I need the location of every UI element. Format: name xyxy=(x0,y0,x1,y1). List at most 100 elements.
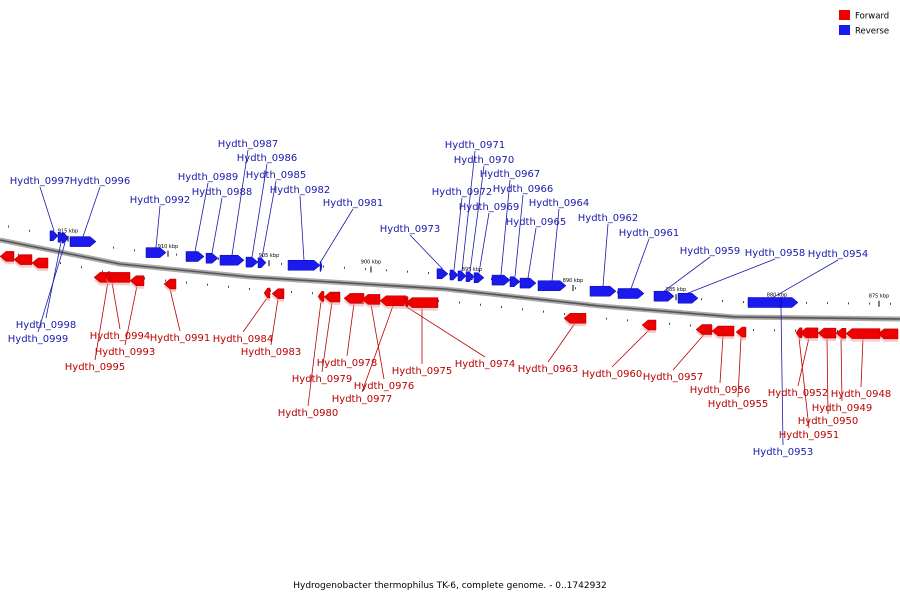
label-hydth-0988[interactable]: Hydth_0988 xyxy=(192,187,253,198)
gene-hydth-0953[interactable] xyxy=(779,297,783,308)
gene-hydth-0970[interactable] xyxy=(465,271,475,282)
label-hydth-0974[interactable]: Hydth_0974 xyxy=(455,359,516,370)
label-hydth-0963[interactable]: Hydth_0963 xyxy=(518,364,579,375)
gene-hydth-0962[interactable] xyxy=(589,285,617,297)
label-hydth-0980[interactable]: Hydth_0980 xyxy=(278,408,339,419)
label-hydth-0976[interactable]: Hydth_0976 xyxy=(354,381,415,392)
label-hydth-0956[interactable]: Hydth_0956 xyxy=(690,385,751,396)
gene-feature[interactable] xyxy=(13,254,33,265)
gene-hydth-0987[interactable] xyxy=(219,254,245,266)
label-hydth-0979[interactable]: Hydth_0979 xyxy=(292,374,353,385)
gene-hydth-0971[interactable] xyxy=(457,270,467,282)
label-hydth-0978[interactable]: Hydth_0978 xyxy=(317,358,378,369)
label-hydth-0964[interactable]: Hydth_0964 xyxy=(529,198,590,209)
gene-hydth-0956[interactable] xyxy=(711,325,735,337)
label-hydth-0991[interactable]: Hydth_0991 xyxy=(150,333,211,344)
label-hydth-0981[interactable]: Hydth_0981 xyxy=(323,198,384,209)
label-hydth-0998[interactable]: Hydth_0998 xyxy=(16,320,77,331)
label-hydth-0984[interactable]: Hydth_0984 xyxy=(213,334,274,345)
gene-hydth-0966[interactable] xyxy=(509,276,521,287)
label-hydth-0989[interactable]: Hydth_0989 xyxy=(178,172,239,183)
gene-hydth-0978[interactable] xyxy=(343,293,365,304)
gene-hydth-0977[interactable] xyxy=(379,295,407,307)
label-hydth-0948[interactable]: Hydth_0948 xyxy=(831,389,892,400)
label-hydth-0966[interactable]: Hydth_0966 xyxy=(493,184,554,195)
label-hydth-0959[interactable]: Hydth_0959 xyxy=(680,246,741,257)
label-hydth-0955[interactable]: Hydth_0955 xyxy=(708,399,769,410)
label-hydth-0972[interactable]: Hydth_0972 xyxy=(432,187,493,198)
gene-hydth-0984[interactable] xyxy=(263,287,271,299)
gene-hydth-0974[interactable] xyxy=(403,296,409,307)
label-hydth-0958[interactable]: Hydth_0958 xyxy=(745,248,806,259)
label-hydth-0970[interactable]: Hydth_0970 xyxy=(454,155,515,166)
label-hydth-0983[interactable]: Hydth_0983 xyxy=(241,347,302,358)
label-hydth-0987[interactable]: Hydth_0987 xyxy=(218,139,279,150)
label-hydth-0997[interactable]: Hydth_0997 xyxy=(10,176,71,187)
label-hydth-0985[interactable]: Hydth_0985 xyxy=(246,170,307,181)
label-hydth-0993[interactable]: Hydth_0993 xyxy=(95,347,156,358)
gene-hydth-0991[interactable] xyxy=(163,278,177,290)
label-hydth-0973[interactable]: Hydth_0973 xyxy=(380,224,441,235)
gene-hydth-0969[interactable] xyxy=(473,272,485,283)
label-hydth-0971[interactable]: Hydth_0971 xyxy=(445,140,506,151)
gene-hydth-0988[interactable] xyxy=(205,252,219,264)
gene-hydth-0999[interactable] xyxy=(61,232,69,244)
gene-hydth-0972[interactable] xyxy=(449,269,459,281)
gene-hydth-0997[interactable] xyxy=(49,230,59,242)
label-hydth-0999[interactable]: Hydth_0999 xyxy=(8,334,69,345)
gene-hydth-0957[interactable] xyxy=(695,324,713,335)
label-hydth-0957[interactable]: Hydth_0957 xyxy=(643,372,704,383)
gene-hydth-0960[interactable] xyxy=(641,319,657,331)
label-hydth-0995[interactable]: Hydth_0995 xyxy=(65,362,126,373)
gene-hydth-0961[interactable] xyxy=(617,288,645,299)
label-hydth-0977[interactable]: Hydth_0977 xyxy=(332,394,393,405)
gene-hydth-0955[interactable] xyxy=(735,326,747,338)
gene-hydth-0986[interactable] xyxy=(245,256,259,268)
gene-hydth-0967[interactable] xyxy=(491,274,511,286)
gene-hydth-0989[interactable] xyxy=(185,251,205,262)
gene-hydth-0964[interactable] xyxy=(537,280,567,291)
label-hydth-0986[interactable]: Hydth_0986 xyxy=(237,153,298,164)
label-hydth-0950[interactable]: Hydth_0950 xyxy=(798,416,859,427)
gene-hydth-0975[interactable] xyxy=(405,297,439,308)
gene-hydth-0993[interactable] xyxy=(129,275,145,286)
gene-hydth-0965[interactable] xyxy=(519,277,537,289)
label-hydth-0996[interactable]: Hydth_0996 xyxy=(70,176,131,187)
label-hydth-0965[interactable]: Hydth_0965 xyxy=(506,217,567,228)
gene-hydth-0954[interactable] xyxy=(747,297,799,308)
label-hydth-0994[interactable]: Hydth_0994 xyxy=(90,331,151,342)
label-hydth-0982[interactable]: Hydth_0982 xyxy=(270,185,331,196)
gene-hydth-0995[interactable] xyxy=(105,271,111,282)
gene-hydth-0949[interactable] xyxy=(835,328,847,339)
gene-hydth-0959[interactable] xyxy=(653,290,675,302)
gene-hydth-0951[interactable] xyxy=(795,327,803,339)
label-hydth-0951[interactable]: Hydth_0951 xyxy=(779,430,840,441)
gene-hydth-0950[interactable] xyxy=(817,327,837,339)
gene-hydth-0958[interactable] xyxy=(677,292,699,304)
gene-hydth-0963[interactable] xyxy=(563,313,587,324)
gene-hydth-0981[interactable] xyxy=(319,261,323,272)
label-hydth-0975[interactable]: Hydth_0975 xyxy=(392,366,453,377)
gene-hydth-0979[interactable] xyxy=(323,291,341,303)
label-hydth-0949[interactable]: Hydth_0949 xyxy=(812,403,873,414)
gene-feature[interactable] xyxy=(31,257,49,269)
label-hydth-0952[interactable]: Hydth_0952 xyxy=(768,388,829,399)
gene-hydth-0994[interactable] xyxy=(93,272,131,283)
gene-hydth-0982[interactable] xyxy=(287,260,321,271)
gene-hydth-0973[interactable] xyxy=(436,268,449,280)
label-hydth-0967[interactable]: Hydth_0967 xyxy=(480,169,541,180)
gene-hydth-0980[interactable] xyxy=(317,291,325,302)
label-hydth-0969[interactable]: Hydth_0969 xyxy=(459,202,520,213)
gene-hydth-0985[interactable] xyxy=(257,257,267,268)
label-hydth-0954[interactable]: Hydth_0954 xyxy=(808,249,869,260)
gene-hydth-0976[interactable] xyxy=(361,294,381,305)
gene-hydth-0983[interactable] xyxy=(271,288,285,299)
label-hydth-0953[interactable]: Hydth_0953 xyxy=(753,447,814,458)
gene-hydth-0992[interactable] xyxy=(145,247,167,258)
gene-hydth-0996[interactable] xyxy=(69,236,97,247)
label-hydth-0961[interactable]: Hydth_0961 xyxy=(619,228,680,239)
gene-feature[interactable] xyxy=(0,251,15,262)
label-hydth-0992[interactable]: Hydth_0992 xyxy=(130,195,191,206)
gene-hydth-0948[interactable] xyxy=(845,328,881,339)
label-hydth-0960[interactable]: Hydth_0960 xyxy=(582,369,643,380)
